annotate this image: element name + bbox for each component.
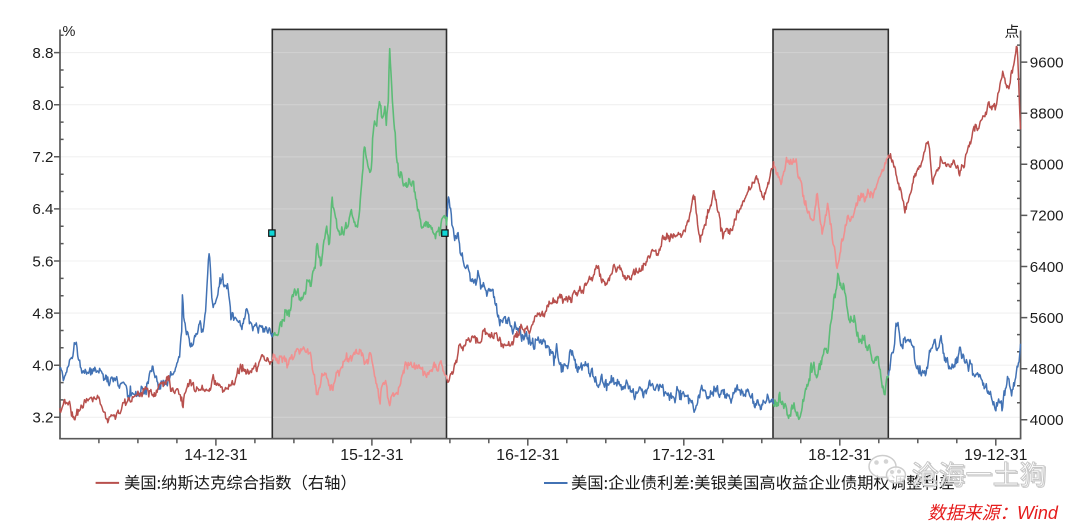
svg-text:3.2: 3.2 <box>32 410 53 427</box>
svg-text:8.0: 8.0 <box>32 97 53 114</box>
svg-text:8.8: 8.8 <box>32 45 53 62</box>
svg-text:6.4: 6.4 <box>32 201 53 218</box>
svg-text:4800: 4800 <box>1030 361 1064 378</box>
svg-text:6400: 6400 <box>1030 259 1064 276</box>
svg-text:8000: 8000 <box>1030 157 1064 174</box>
svg-text:14-12-31: 14-12-31 <box>184 447 247 464</box>
svg-text:4.0: 4.0 <box>32 358 53 375</box>
svg-text:5600: 5600 <box>1030 310 1064 327</box>
svg-text:4.8: 4.8 <box>32 305 53 322</box>
svg-text:16-12-31: 16-12-31 <box>496 447 559 464</box>
svg-text:7.2: 7.2 <box>32 149 53 166</box>
svg-text:5.6: 5.6 <box>32 253 53 270</box>
svg-text:Wind: Wind <box>1017 503 1059 523</box>
svg-text:15-12-31: 15-12-31 <box>340 447 403 464</box>
svg-text:19-12-31: 19-12-31 <box>964 447 1027 464</box>
svg-text:17-12-31: 17-12-31 <box>652 447 715 464</box>
svg-text:7200: 7200 <box>1030 208 1064 225</box>
svg-text:8800: 8800 <box>1030 106 1064 123</box>
svg-text:18-12-31: 18-12-31 <box>808 447 871 464</box>
svg-text:9600: 9600 <box>1030 54 1064 71</box>
svg-text:%: % <box>63 24 76 40</box>
svg-text:4000: 4000 <box>1030 412 1064 429</box>
